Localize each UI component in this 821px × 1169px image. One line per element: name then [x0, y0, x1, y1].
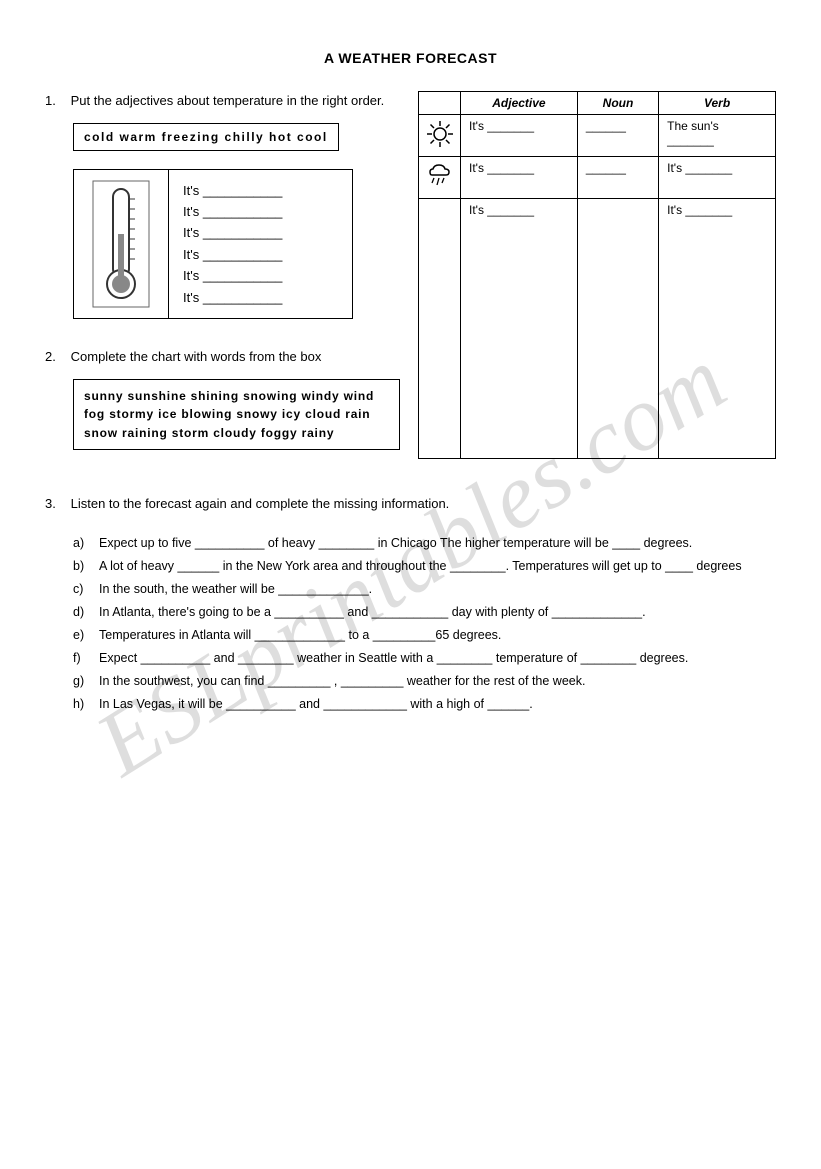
weather-chart-table: Adjective Noun Verb It' — [418, 91, 776, 459]
question-2: 2. Complete the chart with words from th… — [45, 347, 400, 367]
q3-item-text: A lot of heavy ______ in the New York ar… — [99, 555, 742, 578]
q2-word-box: sunny sunshine shining snowing windy win… — [73, 379, 400, 451]
q3-item-b: b)A lot of heavy ______ in the New York … — [73, 555, 776, 578]
q3-item-g: g)In the southwest, you can find _______… — [73, 670, 776, 693]
q3-item-h: h)In Las Vegas, it will be __________ an… — [73, 693, 776, 716]
q3-letter: h) — [73, 693, 99, 716]
section-3: 3. Listen to the forecast again and comp… — [45, 494, 776, 717]
q3-item-text: In Las Vegas, it will be __________ and … — [99, 693, 533, 716]
q3-letter: a) — [73, 532, 99, 555]
q3-text: Listen to the forecast again and complet… — [71, 496, 450, 511]
left-column: 1. Put the adjectives about temperature … — [45, 91, 400, 450]
q1-word-box: cold warm freezing chilly hot cool — [73, 123, 339, 151]
top-two-column-layout: 1. Put the adjectives about temperature … — [45, 91, 776, 459]
q3-letter: g) — [73, 670, 99, 693]
chart-header-blank — [419, 92, 461, 115]
chart-cell: It's _______ — [461, 115, 578, 157]
q3-item-e: e)Temperatures in Atlanta will _________… — [73, 624, 776, 647]
blank-line: It's ___________ — [183, 201, 338, 222]
chart-cell-empty — [419, 199, 461, 459]
q3-item-a: a)Expect up to five __________ of heavy … — [73, 532, 776, 555]
q3-item-text: In Atlanta, there's going to be a ______… — [99, 601, 646, 624]
chart-cell: It's _______ — [659, 199, 776, 459]
chart-row-blank: It's _______ It's _______ — [419, 199, 776, 459]
q3-letter: f) — [73, 647, 99, 670]
chart-cell: It's _______ — [659, 157, 776, 199]
q3-item-list: a)Expect up to five __________ of heavy … — [73, 532, 776, 717]
q1-text: Put the adjectives about temperature in … — [71, 93, 385, 108]
chart-cell — [577, 199, 658, 459]
chart-cell: ______ — [577, 157, 658, 199]
q3-letter: c) — [73, 578, 99, 601]
q3-letter: d) — [73, 601, 99, 624]
q3-item-text: Temperatures in Atlanta will ___________… — [99, 624, 501, 647]
q3-number: 3. — [45, 494, 67, 514]
chart-header-adjective: Adjective — [461, 92, 578, 115]
sun-icon-cell — [419, 115, 461, 157]
question-3: 3. Listen to the forecast again and comp… — [45, 494, 776, 514]
q3-item-text: In the south, the weather will be ______… — [99, 578, 372, 601]
temperature-blanks: It's ___________ It's ___________ It's _… — [169, 170, 352, 319]
rain-icon-cell — [419, 157, 461, 199]
thermometer-cell — [74, 170, 169, 319]
chart-cell: The sun's _______ — [659, 115, 776, 157]
chart-header-verb: Verb — [659, 92, 776, 115]
blank-line: It's ___________ — [183, 244, 338, 265]
chart-cell: It's _______ — [461, 199, 578, 459]
page-title: A WEATHER FORECAST — [45, 50, 776, 66]
q3-item-f: f)Expect __________ and ________ weather… — [73, 647, 776, 670]
right-column: Adjective Noun Verb It' — [418, 91, 776, 459]
blank-line: It's ___________ — [183, 287, 338, 308]
q2-text: Complete the chart with words from the b… — [71, 349, 322, 364]
q1-number: 1. — [45, 91, 67, 111]
q3-letter: b) — [73, 555, 99, 578]
chart-row-sun: It's _______ ______ The sun's _______ — [419, 115, 776, 157]
thermometer-table: It's ___________ It's ___________ It's _… — [73, 169, 353, 320]
q3-letter: e) — [73, 624, 99, 647]
question-1: 1. Put the adjectives about temperature … — [45, 91, 400, 111]
q3-item-text: Expect up to five __________ of heavy __… — [99, 532, 692, 555]
q3-item-c: c)In the south, the weather will be ____… — [73, 578, 776, 601]
sun-icon — [425, 119, 455, 149]
q2-number: 2. — [45, 347, 67, 367]
chart-header-noun: Noun — [577, 92, 658, 115]
chart-header-row: Adjective Noun Verb — [419, 92, 776, 115]
blank-line: It's ___________ — [183, 222, 338, 243]
q3-item-text: Expect __________ and ________ weather i… — [99, 647, 688, 670]
thermometer-icon — [91, 179, 151, 309]
rain-cloud-icon — [424, 161, 456, 191]
blank-line: It's ___________ — [183, 265, 338, 286]
q3-item-text: In the southwest, you can find _________… — [99, 670, 585, 693]
blank-line: It's ___________ — [183, 180, 338, 201]
chart-cell: It's _______ — [461, 157, 578, 199]
chart-cell: ______ — [577, 115, 658, 157]
q3-item-d: d)In Atlanta, there's going to be a ____… — [73, 601, 776, 624]
chart-row-rain: It's _______ ______ It's _______ — [419, 157, 776, 199]
